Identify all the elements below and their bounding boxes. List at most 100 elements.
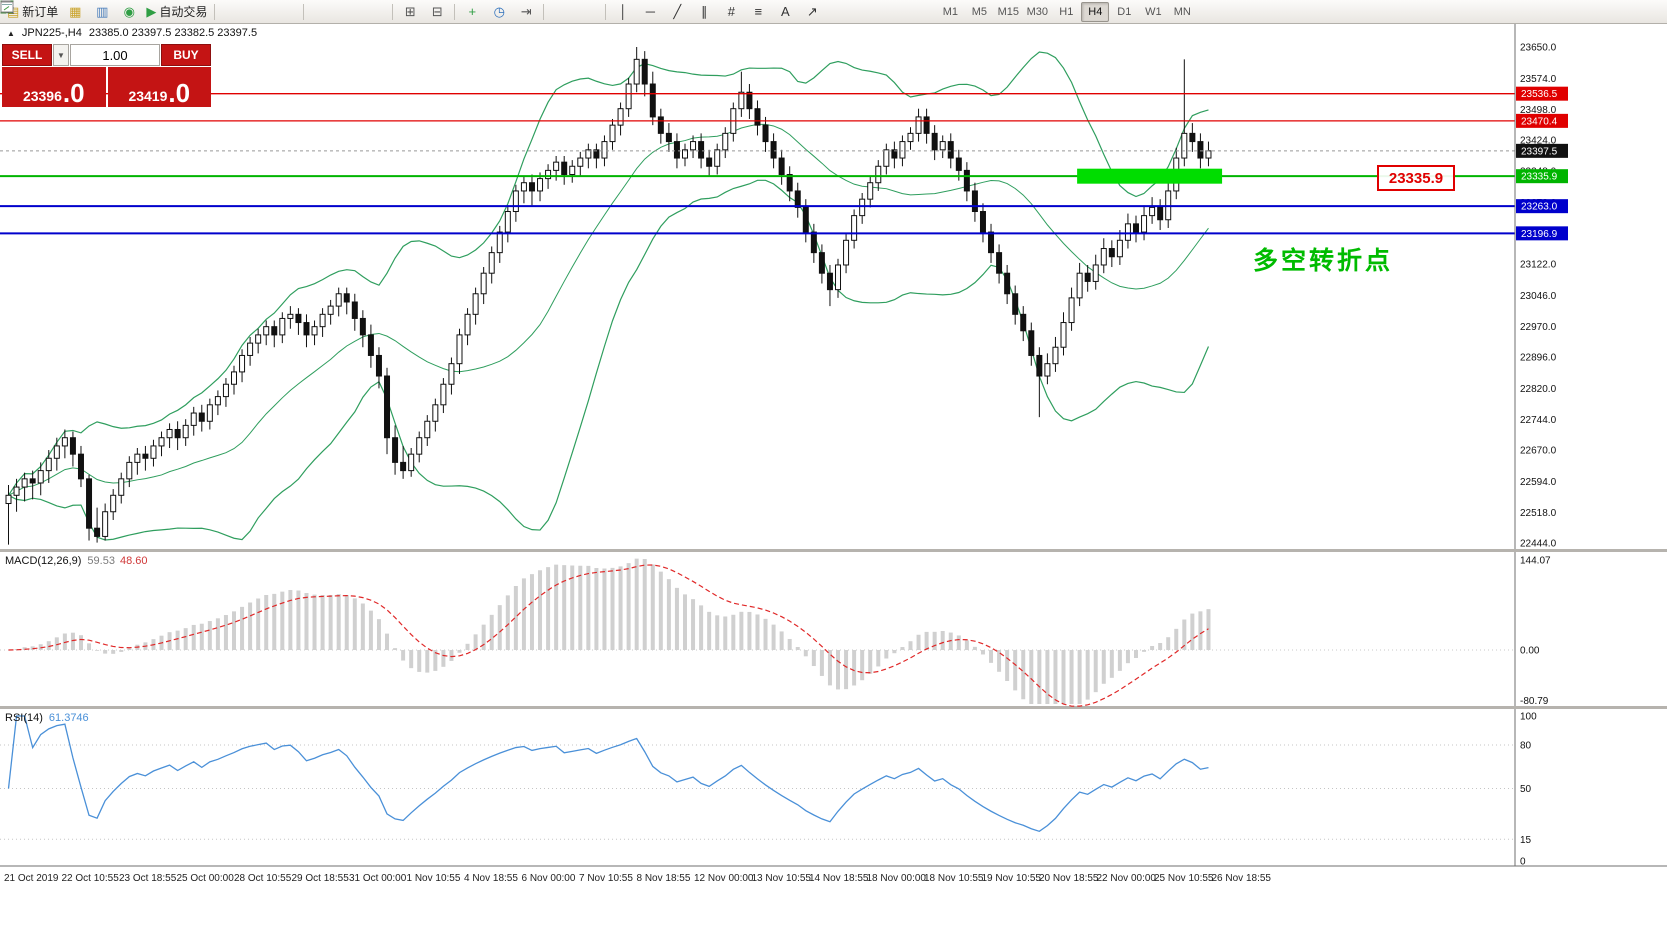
timeframe-h1-button[interactable]: H1: [1059, 5, 1074, 18]
timeframe-w1-button[interactable]: W1: [1145, 5, 1162, 18]
volume-dropdown-icon[interactable]: ▼: [53, 44, 69, 66]
macd-axis-tick: -80.79: [1520, 696, 1549, 707]
toolbar-separator: [392, 3, 394, 20]
auto-scroll-button[interactable]: ⇥: [513, 2, 539, 22]
sell-price-display[interactable]: 23396 .0: [2, 67, 106, 107]
cursor-button[interactable]: [4, 1, 574, 22]
macd-axis-tick: 144.07: [1520, 555, 1551, 566]
price-callout-label[interactable]: 23335.9: [1377, 165, 1455, 191]
rsi-name: RSI(14): [5, 712, 43, 724]
timeframe-mn-button[interactable]: MN: [1173, 5, 1191, 18]
pane-separator[interactable]: [0, 706, 1667, 709]
toolbar-separator: [454, 3, 456, 20]
trendline-button[interactable]: ╱: [664, 2, 690, 22]
auto-trading-button[interactable]: ▶ 自动交易: [143, 2, 210, 22]
zoom-in-button[interactable]: [1, 1, 334, 22]
time-axis-label: 22 Nov 00:00: [1097, 873, 1157, 884]
timeframe-m5-button[interactable]: M5: [971, 5, 987, 18]
sell-button[interactable]: SELL: [2, 44, 52, 66]
price-axis-tick: 22970.0: [1520, 322, 1557, 333]
timeframe-m30-button[interactable]: M30: [1026, 5, 1049, 18]
macd-name: MACD(12,26,9): [5, 555, 82, 567]
time-axis-label: 28 Oct 10:55: [234, 873, 292, 884]
timeframe-h4-button[interactable]: H4: [1081, 1, 1110, 22]
price-axis-badge: [1516, 86, 1568, 101]
time-axis-label: 19 Nov 10:55: [982, 873, 1042, 884]
window-button[interactable]: [0, 1, 1663, 22]
highlight-rectangle[interactable]: [1077, 168, 1223, 184]
market-watch-icon-icon: ▥: [96, 4, 109, 19]
chart-annotation-text[interactable]: 多空转折点: [1253, 247, 1394, 275]
charts-icon[interactable]: ▦: [62, 2, 88, 22]
rsi-value: 61.3746: [48, 712, 89, 724]
crosshair-button[interactable]: [1, 1, 601, 22]
periods-button[interactable]: ◷: [486, 2, 512, 22]
time-axis-label: 26 Nov 18:55: [1212, 873, 1272, 884]
time-axis-label: 18 Nov 00:00: [867, 873, 927, 884]
price-axis-badge: [1516, 199, 1568, 214]
text-icon: A: [780, 4, 790, 19]
toolbar-separator: [543, 3, 545, 20]
new-chart-icon: ⊞: [404, 4, 416, 19]
fibonacci-button[interactable]: #: [718, 2, 744, 22]
navigator-icon-icon: ◉: [123, 4, 135, 19]
timeframe-m1-button[interactable]: M1: [942, 5, 958, 18]
buy-button[interactable]: BUY: [161, 44, 211, 66]
periods-icon: ◷: [493, 4, 505, 19]
fibonacci-icon: #: [727, 4, 735, 19]
buy-price-display[interactable]: 23419 .0: [107, 67, 211, 107]
line-chart-button[interactable]: [0, 1, 299, 22]
time-axis-label: 22 Oct 10:55: [62, 873, 120, 884]
time-axis-label: 6 Nov 00:00: [522, 873, 576, 884]
auto-trading-button-label: 自动交易: [159, 5, 208, 19]
indicators-button[interactable]: +: [459, 2, 485, 22]
price-axis-badge-label: 23335.9: [1521, 172, 1558, 183]
horizontal-line-button[interactable]: ─: [637, 2, 663, 22]
sell-price-frac: .0: [62, 77, 85, 108]
chart-list-button[interactable]: ⊟: [424, 2, 450, 22]
horizontal-line-icon: ─: [645, 4, 655, 19]
time-axis-label: 12 Nov 00:00: [694, 873, 754, 884]
vertical-line-button[interactable]: │: [610, 2, 636, 22]
zoom-out-button[interactable]: [1, 1, 361, 22]
arrow-tools-button[interactable]: ↗: [799, 2, 825, 22]
price-axis-tick: 23424.0: [1520, 135, 1557, 146]
shapes-button[interactable]: ≡: [745, 2, 771, 22]
timeframe-d1-button[interactable]: D1: [1117, 5, 1132, 18]
time-axis-label: 7 Nov 10:55: [579, 873, 633, 884]
toolbar-separator: [303, 3, 305, 20]
channel-button[interactable]: ∥: [691, 2, 717, 22]
auto-trading-icon: ▶: [146, 4, 157, 19]
price-axis-tick: 22594.0: [1520, 477, 1557, 488]
time-axis-label: 18 Nov 10:55: [924, 873, 984, 884]
toolbar-separator: [214, 3, 216, 20]
price-axis-tick: 23650.0: [1520, 43, 1557, 54]
text-button[interactable]: A: [772, 2, 798, 22]
symbol-info-bar: ▲ JPN225-,H4 23385.0 23397.5 23382.5 233…: [7, 27, 257, 39]
trendline-icon: ╱: [673, 4, 682, 19]
rsi-axis-tick: 50: [1520, 784, 1532, 795]
buy-price-main: 23419: [128, 87, 168, 104]
time-axis-label: 25 Nov 10:55: [1154, 873, 1214, 884]
time-axis-label: 25 Oct 00:00: [177, 873, 235, 884]
search-button[interactable]: [1, 0, 1636, 22]
price-axis-tick: 22744.0: [1520, 415, 1557, 426]
time-axis-label: 23 Oct 18:55: [119, 873, 177, 884]
symbol-ohlc: 23385.0 23397.5 23382.5 23397.5: [88, 27, 258, 39]
toolbar-separator: [605, 3, 607, 20]
volume-input[interactable]: [70, 44, 160, 66]
price-axis-badge: [1516, 113, 1568, 128]
new-chart-button[interactable]: ⊞: [397, 2, 423, 22]
candlestick-chart-button[interactable]: [1, 1, 272, 22]
navigator-icon[interactable]: ◉: [116, 2, 142, 22]
pane-separator[interactable]: [0, 549, 1667, 552]
shapes-icon: ≡: [754, 4, 763, 19]
timeframe-m15-button[interactable]: M15: [997, 5, 1020, 18]
toolbar: ▤新订单▦▥◉▶自动交易⊞⊟+◷⇥│─╱∥#≡A↗ M1M5M15M30H1H4…: [0, 0, 1667, 24]
symbol-marker-icon: ▲: [7, 28, 15, 38]
bar-chart-button[interactable]: [1, 1, 245, 22]
rsi-axis-tick: 15: [1520, 835, 1532, 846]
market-watch-icon[interactable]: ▥: [89, 2, 115, 22]
tile-windows-button[interactable]: [0, 0, 388, 22]
